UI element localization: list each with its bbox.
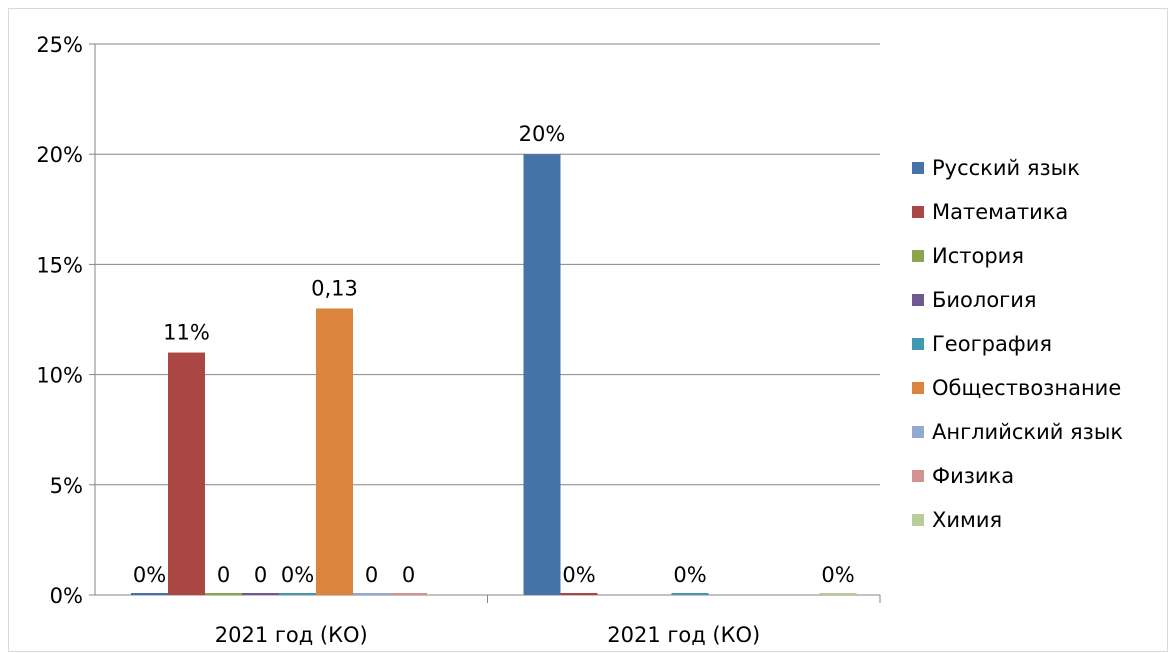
bar	[131, 593, 168, 595]
bar	[390, 593, 427, 595]
legend-swatch	[912, 514, 924, 526]
legend-swatch	[912, 162, 924, 174]
y-tick-label: 10%	[36, 364, 83, 388]
y-tick-label: 20%	[36, 143, 83, 167]
data-label: 0%	[821, 563, 854, 587]
bar	[560, 593, 598, 595]
axes: 0% 5% 10% 15% 20% 25% 2021 год (КО) 2021 год (К…	[36, 33, 881, 647]
legend-label: География	[932, 332, 1053, 356]
bar	[819, 593, 857, 595]
x-tick-label: 2021 год (КО)	[607, 623, 760, 647]
y-tick-label: 15%	[36, 253, 83, 277]
legend-swatch	[912, 470, 924, 482]
x-tick-label: 2021 год (КО)	[215, 623, 368, 647]
data-label: 0%	[281, 563, 314, 587]
gridlines	[95, 43, 880, 486]
bar	[353, 593, 390, 595]
data-label: 0	[365, 563, 378, 587]
data-label: 0	[402, 563, 415, 587]
legend-item: История	[912, 234, 1123, 278]
legend-swatch	[912, 382, 924, 394]
bar	[671, 593, 709, 595]
y-tick-label: 25%	[36, 33, 83, 57]
legend: Русский язык Математика История Биология Гео…	[912, 146, 1123, 542]
data-label: 0%	[562, 563, 595, 587]
bar	[316, 308, 353, 595]
legend-label: Английский язык	[932, 420, 1124, 444]
legend-label: Русский язык	[932, 156, 1080, 180]
bar	[242, 593, 279, 595]
legend-swatch	[912, 206, 924, 218]
y-tick-label: 0%	[50, 584, 83, 608]
legend-item: Математика	[912, 190, 1123, 234]
legend-swatch	[912, 426, 924, 438]
data-labels: 0%11%0 0 0%0,130 020%0% 0% 0%	[133, 122, 855, 587]
legend-swatch	[912, 294, 924, 306]
legend-item: Русский язык	[912, 146, 1123, 190]
data-label: 0,13	[311, 276, 358, 300]
legend-item: Обществознание	[912, 366, 1123, 410]
legend-label: Химия	[932, 508, 1003, 532]
data-label: 0%	[673, 563, 706, 587]
legend-item: Английский язык	[912, 410, 1123, 454]
bar	[168, 352, 205, 595]
legend-swatch	[912, 250, 924, 262]
legend-item: Физика	[912, 454, 1123, 498]
legend-label: Физика	[932, 464, 1015, 488]
bar	[279, 593, 316, 595]
data-label: 0%	[133, 563, 166, 587]
legend-label: Биология	[932, 288, 1037, 312]
bar	[523, 154, 561, 595]
legend-label: История	[932, 244, 1024, 268]
data-label: 0	[217, 563, 230, 587]
data-label: 20%	[519, 122, 566, 146]
data-label: 0	[254, 563, 267, 587]
bars	[131, 154, 857, 595]
legend-item: Химия	[912, 498, 1123, 542]
bar	[205, 593, 242, 595]
legend-item: Биология	[912, 278, 1123, 322]
legend-swatch	[912, 338, 924, 350]
legend-label: Обществознание	[932, 376, 1122, 400]
legend-label: Математика	[932, 200, 1069, 224]
legend-item: География	[912, 322, 1123, 366]
y-tick-label: 5%	[50, 474, 83, 498]
data-label: 11%	[163, 321, 210, 345]
